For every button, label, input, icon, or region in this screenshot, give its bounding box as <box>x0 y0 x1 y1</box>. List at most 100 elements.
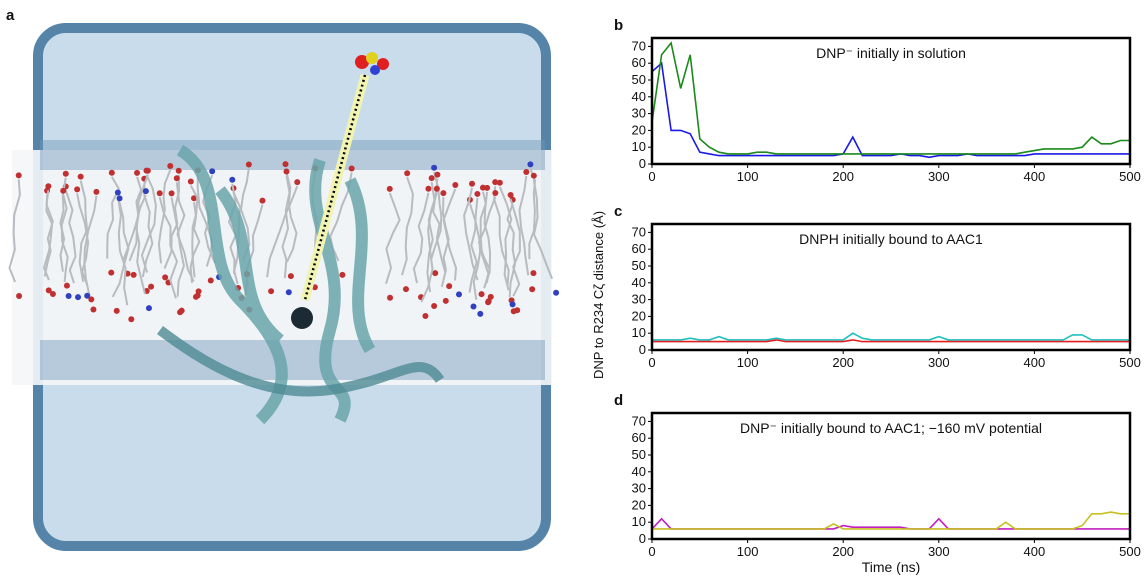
x-tick-label: 200 <box>832 355 854 370</box>
x-tick-label: 400 <box>1024 544 1046 559</box>
y-tick-label: 70 <box>632 38 646 53</box>
lipid-tail <box>401 176 414 276</box>
data-line <box>651 61 1130 159</box>
lipid-head <box>440 190 447 197</box>
y-tick-label: 60 <box>632 55 646 70</box>
lipid-head <box>88 296 95 303</box>
lipid-tail <box>498 186 513 291</box>
y-tick-label: 30 <box>632 292 646 307</box>
lipid-head <box>282 161 289 168</box>
y-tick-label: 40 <box>632 275 646 290</box>
lipid-head <box>229 176 236 183</box>
lipid-tail <box>477 196 497 284</box>
lipid-head <box>442 297 449 304</box>
x-tick-label: 500 <box>1119 544 1141 559</box>
lipid-head <box>60 187 67 194</box>
x-axis-label: Time (ns) <box>862 559 921 575</box>
lipid-head <box>492 190 499 197</box>
protein-helices <box>176 144 376 425</box>
chart-title: DNPH initially bound to AAC1 <box>799 231 983 247</box>
lipid-head <box>339 271 346 278</box>
lipid-head <box>259 197 266 204</box>
lipid-tail <box>284 167 298 263</box>
lipid-head <box>65 292 72 299</box>
lipid-tail <box>281 175 291 279</box>
lipid-tail <box>141 182 154 278</box>
x-tick-label: 200 <box>832 169 854 184</box>
data-line <box>651 517 1130 530</box>
x-tick-label: 0 <box>648 544 655 559</box>
panel-label: b <box>614 17 623 34</box>
lipid-tail <box>59 177 67 272</box>
lipid-head <box>63 282 70 289</box>
lipid-head <box>162 274 169 281</box>
y-axis-label: DNP to R234 Cζ distance (Å) <box>591 211 606 379</box>
lipid-tail <box>158 196 179 299</box>
x-tick-label: 300 <box>928 544 950 559</box>
lipid-head <box>446 283 453 290</box>
y-tick-label: 40 <box>632 464 646 479</box>
lipid-head <box>523 169 530 176</box>
simulation-image: a <box>6 7 560 551</box>
x-tick-label: 0 <box>648 355 655 370</box>
y-tick-label: 20 <box>632 308 646 323</box>
lipid-tail <box>468 197 479 293</box>
panel-label: c <box>614 203 622 220</box>
lipid-head <box>16 293 23 300</box>
lipid-head <box>15 172 22 179</box>
dnp-atom <box>370 65 380 75</box>
lipid-tail <box>106 176 120 259</box>
lipid-head <box>425 185 432 192</box>
lipid-tail <box>83 195 98 296</box>
lipid-tail <box>385 192 401 284</box>
y-tick-label: 70 <box>632 224 646 239</box>
lipid-head <box>148 283 155 290</box>
lipid-head <box>75 294 82 301</box>
x-tick-label: 200 <box>832 544 854 559</box>
lipid-head <box>108 169 115 176</box>
plot-frame <box>650 36 1132 166</box>
arginine-atom <box>291 307 313 329</box>
lipid-head <box>507 192 514 199</box>
lipid-head <box>175 167 182 174</box>
chart-title: DNP⁻ initially in solution <box>816 45 966 61</box>
plot-frame <box>650 411 1132 541</box>
x-tick-label: 0 <box>648 169 655 184</box>
lipid-head <box>187 178 194 185</box>
lipid-tail <box>463 187 479 281</box>
lipid-head <box>144 167 151 174</box>
plot-frame <box>650 222 1132 352</box>
lipid-head <box>77 173 84 180</box>
lipid-head <box>469 180 476 187</box>
lipid-head <box>348 165 355 172</box>
lipid-head <box>455 291 462 298</box>
data-line <box>652 511 1130 530</box>
lipid-head <box>387 294 394 301</box>
dnp-atom <box>366 52 378 64</box>
lipid-head <box>432 270 439 277</box>
lipid-tail <box>532 179 554 280</box>
x-tick-label: 100 <box>737 355 759 370</box>
lipid-tail <box>76 193 90 286</box>
lipid-tail <box>8 179 21 283</box>
lipid-head <box>553 289 560 296</box>
lipid-tail <box>266 185 299 278</box>
y-tick-label: 50 <box>632 258 646 273</box>
lipid-head <box>514 307 521 314</box>
lipid-head <box>422 312 429 319</box>
lipid-tail <box>111 202 130 298</box>
lipid-head <box>191 195 198 202</box>
lipid-head <box>428 175 435 182</box>
lipid-head <box>108 269 115 276</box>
protein-loop <box>157 325 445 397</box>
x-tick-label: 100 <box>737 169 759 184</box>
lipid-head <box>431 164 438 171</box>
data-line <box>651 41 1130 155</box>
lipid-head <box>207 277 214 284</box>
lipid-head <box>487 293 494 300</box>
lipid-head <box>433 185 440 192</box>
lipid-head <box>130 271 137 278</box>
lipid-head <box>470 303 477 310</box>
y-tick-label: 30 <box>632 106 646 121</box>
